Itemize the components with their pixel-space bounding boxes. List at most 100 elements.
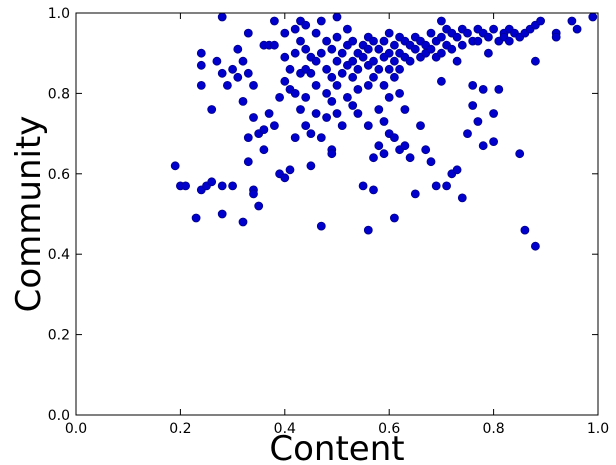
y-tick-label: 0.2 bbox=[48, 328, 70, 344]
data-point bbox=[217, 68, 227, 78]
data-point bbox=[410, 189, 420, 199]
data-point bbox=[327, 149, 337, 159]
data-point bbox=[426, 44, 436, 54]
data-point bbox=[405, 153, 415, 163]
data-point bbox=[473, 117, 483, 126]
data-point bbox=[327, 44, 337, 54]
data-point bbox=[238, 97, 248, 106]
data-point bbox=[264, 109, 274, 118]
x-tick-label: 1.0 bbox=[587, 421, 609, 437]
data-point bbox=[207, 177, 217, 187]
data-point bbox=[233, 44, 243, 54]
data-point bbox=[228, 64, 238, 74]
data-point bbox=[332, 56, 342, 66]
data-point bbox=[243, 133, 253, 143]
data-point bbox=[353, 64, 363, 74]
data-point bbox=[452, 165, 462, 175]
data-point bbox=[572, 24, 582, 34]
data-point bbox=[348, 101, 358, 110]
data-point bbox=[306, 161, 316, 171]
data-point bbox=[170, 161, 180, 171]
data-point bbox=[468, 101, 478, 110]
data-point bbox=[389, 133, 399, 143]
data-point bbox=[483, 48, 493, 58]
data-point bbox=[290, 24, 300, 34]
data-point bbox=[436, 32, 446, 42]
data-point bbox=[463, 129, 472, 139]
data-point bbox=[489, 109, 499, 118]
data-point bbox=[374, 64, 384, 74]
data-point bbox=[311, 109, 321, 118]
data-point bbox=[363, 121, 373, 130]
data-point bbox=[275, 93, 285, 102]
data-point bbox=[259, 125, 269, 135]
data-point bbox=[269, 121, 279, 130]
y-tick-label: 0.6 bbox=[48, 167, 70, 183]
data-point bbox=[301, 20, 311, 30]
data-point bbox=[243, 157, 253, 167]
data-point bbox=[191, 213, 201, 223]
data-point bbox=[290, 89, 300, 98]
data-point bbox=[442, 181, 452, 191]
data-point bbox=[520, 225, 530, 235]
data-point bbox=[212, 56, 222, 66]
data-point bbox=[395, 89, 405, 98]
data-point bbox=[410, 44, 420, 54]
data-point bbox=[316, 221, 326, 231]
data-point bbox=[363, 81, 373, 90]
data-point bbox=[431, 181, 441, 191]
data-point bbox=[243, 28, 253, 38]
y-tick-label: 0.0 bbox=[48, 408, 70, 424]
data-point bbox=[269, 16, 279, 26]
data-point bbox=[531, 241, 540, 251]
data-point bbox=[379, 149, 389, 159]
data-point bbox=[337, 48, 347, 58]
data-point bbox=[379, 117, 389, 126]
data-point bbox=[389, 56, 399, 66]
data-point bbox=[348, 56, 358, 66]
x-tick-label: 0.6 bbox=[378, 421, 400, 437]
data-point bbox=[280, 173, 290, 183]
data-point bbox=[322, 113, 332, 122]
data-point bbox=[369, 153, 378, 163]
data-point bbox=[421, 145, 431, 155]
data-point bbox=[238, 56, 248, 66]
data-point bbox=[316, 16, 326, 26]
data-point bbox=[259, 145, 269, 155]
data-point bbox=[296, 36, 305, 46]
data-point bbox=[353, 85, 363, 94]
data-point bbox=[436, 76, 446, 86]
y-tick-label: 1.0 bbox=[48, 6, 70, 22]
data-point bbox=[363, 44, 373, 54]
data-point bbox=[478, 141, 488, 151]
data-point bbox=[457, 40, 467, 50]
data-point bbox=[238, 217, 248, 227]
data-point bbox=[332, 109, 342, 118]
data-point bbox=[217, 181, 227, 191]
data-point bbox=[316, 48, 326, 58]
data-point bbox=[233, 72, 243, 82]
data-point bbox=[374, 105, 384, 114]
data-point bbox=[353, 109, 363, 118]
data-point bbox=[379, 36, 389, 46]
data-point bbox=[452, 56, 462, 66]
data-point bbox=[489, 137, 499, 147]
data-point bbox=[369, 72, 378, 82]
data-point bbox=[416, 121, 425, 130]
data-point bbox=[342, 24, 352, 34]
data-point bbox=[358, 181, 368, 191]
data-point bbox=[384, 48, 394, 58]
data-point bbox=[358, 52, 368, 62]
data-point bbox=[322, 64, 332, 74]
data-point bbox=[369, 185, 378, 195]
data-point bbox=[296, 105, 305, 114]
data-point bbox=[337, 121, 347, 130]
data-point bbox=[332, 81, 342, 90]
data-point bbox=[311, 56, 321, 66]
data-point bbox=[405, 56, 415, 66]
data-point bbox=[478, 85, 488, 94]
data-point bbox=[348, 36, 358, 46]
data-point bbox=[269, 40, 279, 50]
data-point bbox=[327, 97, 337, 106]
